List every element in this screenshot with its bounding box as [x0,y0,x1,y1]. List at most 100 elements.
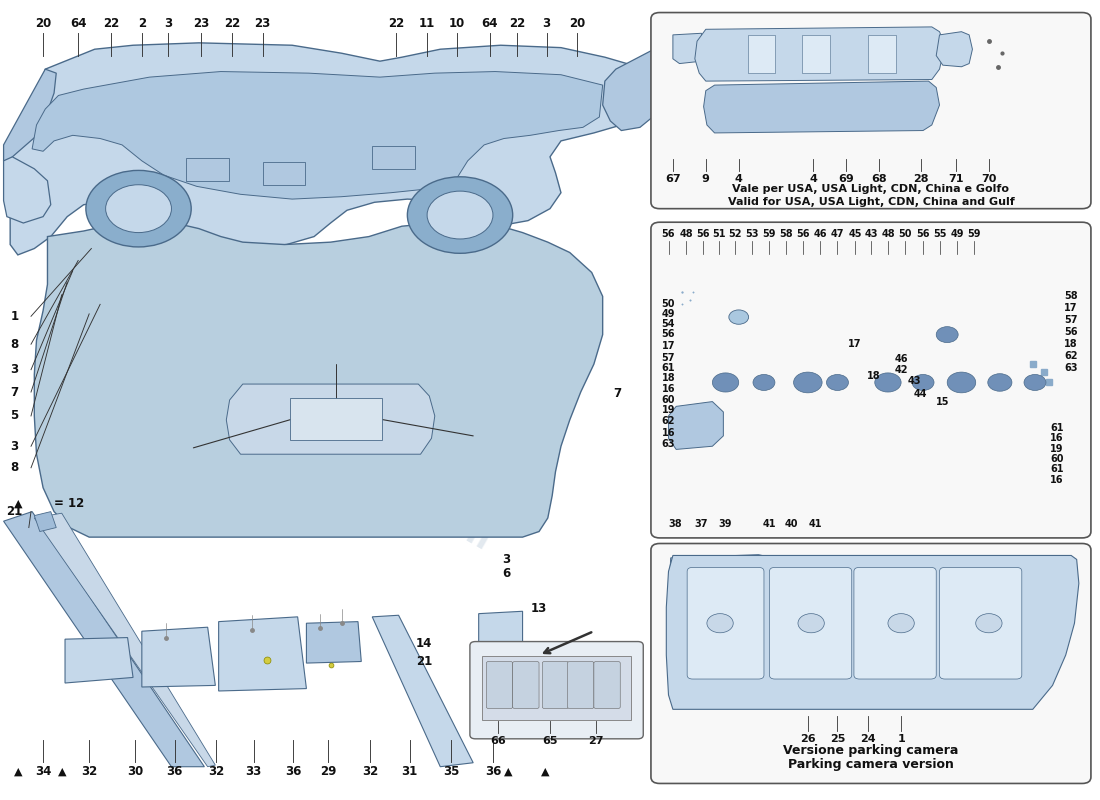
Circle shape [988,374,1012,391]
Polygon shape [478,611,522,707]
Text: 35: 35 [443,765,460,778]
Circle shape [707,614,734,633]
Polygon shape [3,157,51,223]
Polygon shape [3,69,56,169]
Text: 61: 61 [1050,423,1064,433]
Polygon shape [936,32,972,66]
Text: 3: 3 [502,553,510,566]
Text: 14: 14 [416,637,432,650]
FancyBboxPatch shape [769,567,851,679]
Polygon shape [34,514,216,766]
Polygon shape [227,384,434,454]
Polygon shape [669,554,791,601]
Circle shape [407,177,513,254]
FancyBboxPatch shape [568,662,594,709]
Text: 33: 33 [245,765,262,778]
Text: 3: 3 [11,440,19,453]
Polygon shape [219,617,307,691]
Text: 23: 23 [254,18,271,30]
Text: 71: 71 [948,174,964,184]
Text: 64: 64 [482,18,498,30]
Text: ▲: ▲ [541,766,550,777]
Text: 5: 5 [10,410,19,422]
FancyBboxPatch shape [470,642,644,739]
Text: 19: 19 [662,406,675,415]
Text: 22: 22 [509,18,525,30]
Text: 40: 40 [784,518,799,529]
Text: 63: 63 [662,439,675,449]
Circle shape [874,373,901,392]
Text: 69: 69 [838,174,854,184]
Text: 61: 61 [662,363,675,373]
Text: 17: 17 [662,341,675,350]
Text: 61: 61 [1050,464,1064,474]
Text: 7: 7 [11,386,19,398]
FancyBboxPatch shape [651,13,1091,209]
Polygon shape [704,81,939,133]
Text: 56: 56 [662,229,675,239]
Text: 52: 52 [728,229,743,239]
Polygon shape [307,622,361,663]
Text: 67: 67 [666,174,681,184]
Text: ▲: ▲ [504,766,513,777]
Text: 22: 22 [388,18,405,30]
Text: 16: 16 [662,384,675,394]
Polygon shape [3,512,205,766]
Text: 10: 10 [449,18,465,30]
Text: 60: 60 [662,395,675,405]
Text: 44: 44 [914,389,927,398]
Text: 30: 30 [128,765,143,778]
Text: 58: 58 [1065,291,1078,302]
Text: 26: 26 [800,734,816,744]
Polygon shape [372,615,473,766]
Text: 56: 56 [662,329,675,339]
Text: precisionferparts.com: precisionferparts.com [121,322,496,558]
Polygon shape [669,402,724,450]
Text: 59: 59 [762,229,777,239]
Text: 41: 41 [808,518,823,529]
Text: ▲: ▲ [13,498,22,509]
Text: 54: 54 [662,319,675,330]
Text: 65: 65 [542,736,558,746]
Text: 13: 13 [531,602,547,615]
Circle shape [798,614,824,633]
Text: 25: 25 [829,734,845,744]
Text: 3: 3 [11,363,19,376]
FancyBboxPatch shape [868,35,895,73]
Text: 38: 38 [669,518,682,529]
Text: 66: 66 [491,736,506,746]
Text: 19: 19 [1050,444,1064,454]
Text: 2: 2 [138,18,146,30]
Text: 31: 31 [402,765,418,778]
Text: 53: 53 [745,229,759,239]
Text: 39: 39 [718,518,733,529]
Text: 68: 68 [871,174,887,184]
Text: 18: 18 [662,373,675,382]
Text: 49: 49 [950,229,964,239]
Text: 48: 48 [679,229,693,239]
Circle shape [729,310,749,324]
Text: 7: 7 [613,387,621,400]
Polygon shape [673,34,704,63]
Text: 22: 22 [103,18,119,30]
Text: 56: 56 [696,229,710,239]
Text: 18: 18 [1065,339,1078,349]
Text: 46: 46 [894,354,908,363]
Circle shape [888,614,914,633]
Text: 28: 28 [913,174,928,184]
Circle shape [754,374,774,390]
Text: 36: 36 [485,765,502,778]
Text: 32: 32 [81,765,97,778]
Text: 55: 55 [933,229,946,239]
Polygon shape [142,627,216,687]
Circle shape [713,373,739,392]
Text: 48: 48 [881,229,894,239]
Text: 11: 11 [419,18,436,30]
Text: 56: 56 [916,229,930,239]
Text: 42: 42 [894,365,908,374]
Text: 17: 17 [1065,303,1078,314]
Polygon shape [603,51,669,130]
Text: ▲: ▲ [57,766,66,777]
Text: = 12: = 12 [54,497,85,510]
Text: 36: 36 [285,765,301,778]
